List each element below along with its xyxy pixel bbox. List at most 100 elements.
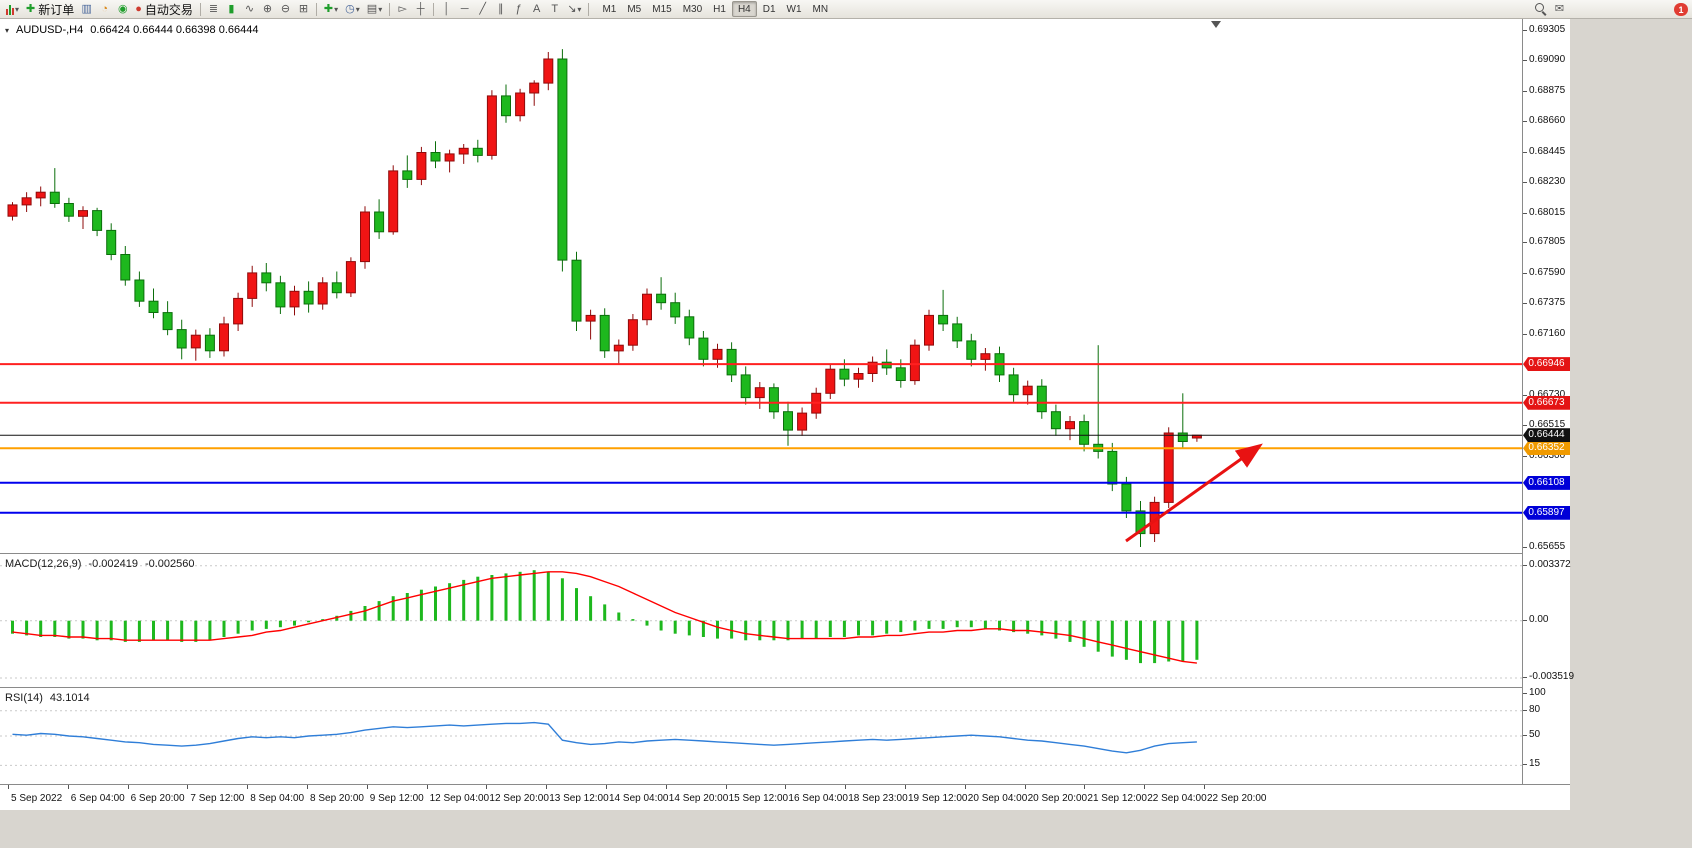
search-icon: [1535, 3, 1547, 15]
tile-windows-button[interactable]: ⊞: [295, 1, 312, 18]
line-chart-icon: ∿: [244, 2, 255, 15]
time-axis-label: 20 Sep 20:00: [1027, 793, 1088, 804]
channel-tool-button[interactable]: ∥: [492, 1, 509, 18]
timeframe-button-h1[interactable]: H1: [713, 3, 726, 15]
vertical-line-tool-button[interactable]: │: [438, 1, 455, 18]
timeframe-button-mn[interactable]: MN: [812, 3, 829, 15]
timeframe-button-w1[interactable]: W1: [786, 3, 802, 15]
time-axis-tick: [366, 785, 368, 789]
timeframe-button-m15[interactable]: M15: [652, 3, 672, 15]
axis-tick: [1523, 764, 1527, 766]
time-axis-tick: [964, 785, 966, 789]
toolbar-separator: [588, 2, 590, 16]
cursor-tool-button[interactable]: ▻: [394, 1, 411, 18]
bar-chart-button[interactable]: ≣: [205, 1, 222, 18]
templates-icon: ▤: [366, 2, 378, 15]
toolbar-separator: [433, 2, 435, 16]
channel-icon: ∥: [497, 2, 504, 15]
horizontal-line-tool-button[interactable]: ─: [456, 1, 473, 18]
new-order-icon: ✚: [26, 2, 36, 15]
search-button[interactable]: [1532, 1, 1550, 18]
rsi-chart[interactable]: [0, 688, 1522, 784]
zoom-in-icon: ⊕: [262, 2, 273, 15]
macd-chart[interactable]: [0, 554, 1522, 687]
chart-window: ▾ AUDUSD-,H4 0.66424 0.66444 0.66398 0.6…: [0, 19, 1574, 810]
templates-button[interactable]: ▤ ▾: [364, 1, 385, 18]
new-order-button[interactable]: ✚ 新订单: [23, 1, 77, 18]
price-line-badge: 0.66352: [1523, 441, 1570, 456]
trendline-tool-button[interactable]: ╱: [474, 1, 491, 18]
time-axis-label: 18 Sep 23:00: [848, 793, 908, 804]
candlestick-chart[interactable]: [0, 19, 1522, 552]
macd-axis-label: -0.003519: [1529, 671, 1575, 683]
chevron-down-icon: ▾: [334, 4, 339, 14]
time-axis-tick: [725, 785, 727, 789]
label-tool-button[interactable]: T: [546, 1, 563, 18]
time-axis-label: 12 Sep 20:00: [489, 793, 549, 804]
price-chart-pane[interactable]: ▾ AUDUSD-,H4 0.66424 0.66444 0.66398 0.6…: [0, 19, 1522, 552]
macd-axis-label: 0.00: [1529, 613, 1549, 625]
axis-tick: [1523, 677, 1527, 679]
time-axis-label: 14 Sep 04:00: [609, 793, 669, 804]
timeframe-button-m30[interactable]: M30: [682, 3, 703, 15]
auto-trading-label: 自动交易: [144, 2, 193, 17]
rsi-axis-label: 50: [1529, 729, 1541, 740]
price-axis-label: 0.68875: [1529, 84, 1566, 96]
axis-tick: [1523, 242, 1527, 244]
timeframe-button-d1[interactable]: D1: [762, 3, 776, 15]
rsi-value: 43.1014: [49, 692, 90, 704]
profiles-button[interactable]: ▥: [78, 1, 95, 18]
shapes-tool-button[interactable]: ↘ ▾: [564, 1, 584, 18]
fibonacci-tool-button[interactable]: ƒ: [510, 1, 527, 18]
axis-tick: [1523, 455, 1527, 457]
rsi-axis-label: 15: [1529, 758, 1541, 770]
new-chart-button[interactable]: ▾: [3, 1, 22, 18]
periods-button[interactable]: ◷ ▾: [342, 1, 363, 18]
fibonacci-icon: ƒ: [515, 2, 522, 15]
price-axis-label: 0.66730: [1529, 388, 1566, 400]
crosshair-tool-button[interactable]: ┼: [412, 1, 429, 18]
messages-button[interactable]: ✉: [1551, 1, 1568, 18]
price-axis-label: 0.67375: [1529, 297, 1566, 309]
line-chart-button[interactable]: ∿: [241, 1, 258, 18]
cursor-icon: ▻: [398, 2, 407, 15]
axis-tick: [1523, 90, 1527, 92]
zoom-in-button[interactable]: ⊕: [259, 1, 276, 18]
time-axis-tick: [1144, 785, 1146, 789]
time-axis-label: 8 Sep 04:00: [250, 793, 305, 804]
price-axis-label: 0.67590: [1529, 266, 1566, 278]
axis-tick: [1523, 182, 1527, 184]
price-axis-label: 0.69090: [1529, 54, 1566, 66]
zoom-out-button[interactable]: ⊖: [277, 1, 294, 18]
chevron-down-icon: ▾: [355, 4, 360, 14]
envelope-icon: ✉: [1554, 2, 1565, 15]
rsi-name: RSI(14): [5, 692, 43, 704]
auto-trading-button[interactable]: ● 自动交易: [132, 1, 196, 18]
macd-signal-value: -0.002560: [144, 558, 195, 570]
axis-tick: [1523, 333, 1527, 335]
market-watch-button[interactable]: ◔: [96, 1, 113, 18]
timeframe-button-m1[interactable]: M1: [602, 3, 617, 15]
macd-pane[interactable]: MACD(12,26,9) -0.002419 -0.002560: [0, 553, 1522, 686]
price-axis[interactable]: 0.69305 0.69090 0.68875 0.68660 0.68445 0.682…: [1522, 19, 1574, 784]
navigator-button[interactable]: ◉: [114, 1, 131, 18]
timeframe-button-h4[interactable]: H4: [731, 1, 757, 17]
price-line-badge: 0.66108: [1523, 475, 1570, 490]
timeframe-button-m5[interactable]: M5: [627, 3, 642, 15]
indicators-button[interactable]: ✚ ▾: [321, 1, 341, 18]
rsi-pane[interactable]: RSI(14) 43.1014: [0, 687, 1522, 783]
time-axis-tick: [1204, 785, 1205, 789]
text-tool-button[interactable]: A: [528, 1, 545, 18]
rsi-axis-label: 100: [1529, 687, 1546, 698]
time-axis-tick: [127, 785, 129, 789]
notification-badge[interactable]: 1: [1674, 3, 1688, 16]
axis-tick: [1523, 272, 1527, 274]
time-axis-tick: [905, 785, 906, 789]
axis-tick: [1523, 60, 1527, 62]
toolbar-separator: [199, 2, 201, 16]
one-click-trading-arrow[interactable]: ▾: [5, 25, 10, 35]
price-line-badge: 0.66444: [1523, 428, 1570, 443]
candlestick-chart-button[interactable]: ▮: [223, 1, 240, 18]
time-axis[interactable]: 5 Sep 2022 6 Sep 04:00 6 Sep 20:00 7 Sep 12…: [0, 784, 1570, 810]
price-axis-label: 0.69305: [1529, 24, 1566, 35]
